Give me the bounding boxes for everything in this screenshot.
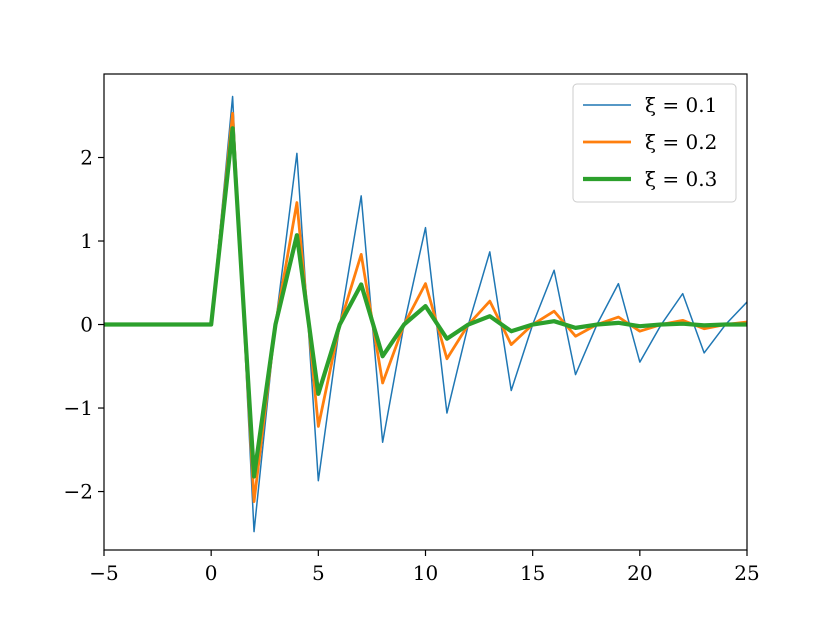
- x-tick-label: 10: [413, 561, 438, 585]
- y-axis: −2 −1 0 1 2: [64, 146, 104, 504]
- legend: ξ = 0.1 ξ = 0.2 ξ = 0.3: [572, 83, 737, 203]
- x-tick-label: 20: [627, 561, 652, 585]
- y-tick-label: −2: [64, 480, 93, 504]
- x-tick-label: 0: [205, 561, 218, 585]
- legend-box: [572, 83, 737, 203]
- legend-label: ξ = 0.2: [645, 130, 717, 154]
- legend-label: ξ = 0.1: [645, 93, 717, 117]
- x-tick-label: −5: [89, 561, 118, 585]
- series-line-3: [104, 126, 747, 479]
- y-tick-label: 1: [80, 229, 93, 253]
- y-tick-label: −1: [64, 396, 93, 420]
- legend-label: ξ = 0.3: [645, 167, 717, 191]
- y-tick-label: 2: [80, 146, 93, 170]
- x-axis: −5 0 5 10 15 20 25: [89, 550, 760, 585]
- x-tick-label: 25: [734, 561, 759, 585]
- x-tick-label: 5: [312, 561, 325, 585]
- y-tick-label: 0: [80, 313, 93, 337]
- series-lines: [104, 95, 747, 533]
- x-tick-label: 15: [520, 561, 545, 585]
